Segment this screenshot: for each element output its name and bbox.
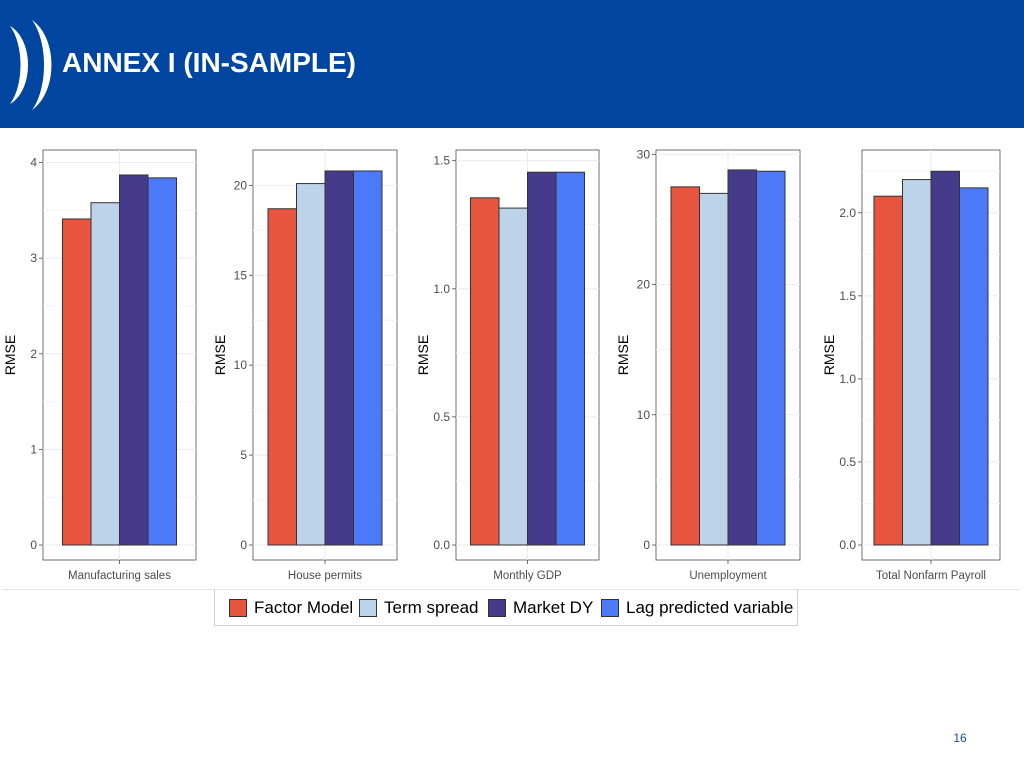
- y-tick-label: 5: [240, 448, 247, 462]
- legend-swatch: [601, 599, 619, 617]
- y-tick-label: 20: [637, 278, 651, 292]
- legend-item-market-dy: Market DY: [488, 597, 593, 619]
- header-bar: ANNEX I (IN-SAMPLE): [0, 0, 1024, 128]
- y-tick-label: 0: [240, 538, 247, 552]
- legend-label: Term spread: [384, 598, 479, 617]
- y-axis-title: RMSE: [2, 335, 18, 375]
- y-tick-label: 3: [30, 251, 37, 265]
- y-tick-label: 15: [234, 268, 248, 282]
- bar-lag-predicted-variable: [555, 171, 585, 546]
- y-tick-label: 0: [30, 538, 37, 552]
- y-tick-label: 4: [30, 156, 37, 170]
- bar-factor-model: [873, 195, 903, 546]
- y-axis-title: RMSE: [415, 335, 431, 375]
- bar-market-dy: [727, 169, 757, 546]
- y-tick-label: 10: [234, 358, 248, 372]
- y-tick-label: 0: [643, 538, 650, 552]
- charts-area: 0 1 2 3 4 Manufacturing sales RMSE 0 5 10 15 20 Hous…: [2, 147, 1001, 582]
- x-tick-label: Unemployment: [689, 570, 767, 582]
- legend-divider: [2, 589, 1020, 590]
- bar-market-dy: [527, 171, 557, 546]
- legend-label: Factor Model: [254, 598, 354, 617]
- legend-item-factor-model: Factor Model: [229, 597, 353, 619]
- y-tick-label: 0.0: [433, 538, 450, 552]
- brand-logo-icon: [10, 20, 52, 110]
- bar-market-dy: [324, 170, 354, 546]
- bar-term-spread: [296, 183, 326, 546]
- y-tick-label: 2: [30, 347, 37, 361]
- legend-swatch: [488, 599, 506, 617]
- y-tick-label: 0.5: [839, 455, 856, 469]
- bar-factor-model: [470, 197, 500, 546]
- bar-lag-predicted-variable: [353, 170, 383, 546]
- y-tick-label: 20: [234, 178, 248, 192]
- y-axis-title: RMSE: [821, 335, 837, 375]
- y-tick-label: 1.0: [433, 282, 450, 296]
- legend-label: Market DY: [513, 598, 594, 617]
- y-tick-label: 1.0: [839, 372, 856, 386]
- legend-swatch: [359, 599, 377, 617]
- bar-lag-predicted-variable: [959, 187, 989, 546]
- legend-item-term-spread: Term spread: [359, 597, 478, 619]
- bar-term-spread: [90, 202, 120, 546]
- x-tick-label: Monthly GDP: [493, 570, 562, 582]
- y-tick-label: 0.5: [433, 410, 450, 424]
- bar-term-spread: [699, 192, 729, 546]
- legend-label: Lag predicted variable: [626, 598, 794, 617]
- y-tick-label: 1.5: [839, 289, 856, 303]
- x-tick-label: House permits: [288, 570, 362, 582]
- legend-swatch: [229, 599, 247, 617]
- bar-lag-predicted-variable: [756, 170, 786, 546]
- y-tick-label: 30: [637, 147, 651, 161]
- legend-item-lag-predicted-variable: Lag predicted variable: [601, 597, 793, 619]
- bar-term-spread: [902, 179, 932, 546]
- page-number: 16: [953, 731, 967, 745]
- bar-term-spread: [498, 207, 528, 546]
- bar-market-dy: [930, 170, 960, 546]
- bar-factor-model: [670, 186, 700, 546]
- y-tick-label: 1: [30, 442, 37, 456]
- bar-lag-predicted-variable: [147, 177, 177, 546]
- x-tick-label: Manufacturing sales: [68, 570, 171, 582]
- bar-factor-model: [267, 208, 297, 546]
- bar-market-dy: [119, 174, 149, 546]
- bar-factor-model: [62, 218, 92, 546]
- y-axis-title: RMSE: [212, 335, 228, 375]
- page-title: ANNEX I (IN-SAMPLE): [62, 47, 356, 78]
- x-tick-label: Total Nonfarm Payroll: [876, 570, 986, 582]
- y-axis-title: RMSE: [615, 335, 631, 375]
- y-tick-label: 1.5: [433, 154, 450, 168]
- y-tick-label: 0.0: [839, 538, 856, 552]
- chart-legend: Factor Model Term spread Market DY Lag p…: [214, 590, 798, 626]
- y-tick-label: 10: [637, 408, 651, 422]
- y-tick-label: 2.0: [839, 206, 856, 220]
